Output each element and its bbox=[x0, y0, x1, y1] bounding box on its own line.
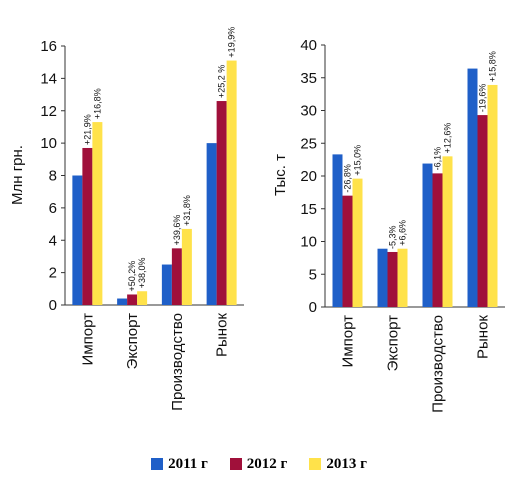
bar-2-3-2 bbox=[487, 84, 498, 307]
legend-label-2012: 2012 г bbox=[246, 455, 288, 472]
legend-item-2013: 2013 г bbox=[309, 456, 367, 473]
y-tick-label: 35 bbox=[300, 70, 317, 87]
bar-1-1-0 bbox=[117, 298, 128, 305]
category-label: Экспорт bbox=[124, 313, 141, 369]
change-label: +16,8% bbox=[92, 88, 102, 119]
bar-2-0-2 bbox=[352, 178, 363, 307]
chart-2: 0 5 10 15 20 25 30 35 40 Тыс. т -26,8%+15,0% Импорт… bbox=[272, 37, 505, 413]
change-label: +21,9% bbox=[82, 114, 92, 145]
category-label: Рынок bbox=[214, 313, 231, 357]
change-label: -5,3% bbox=[388, 225, 398, 249]
category-label: Рынок bbox=[475, 315, 492, 359]
bar-2-2-2 bbox=[442, 156, 453, 307]
legend-item-2012: 2012 г bbox=[229, 455, 288, 473]
change-label: +39,6% bbox=[172, 215, 182, 246]
y-tick-label: 5 bbox=[309, 266, 317, 283]
bar-1-3-0 bbox=[206, 143, 217, 305]
bar-1-3-2 bbox=[226, 60, 237, 305]
bar-1-3-1 bbox=[216, 101, 227, 305]
y-tick-label: 0 bbox=[309, 299, 317, 316]
y-tick-label: 25 bbox=[300, 135, 317, 152]
y-tick-label: 14 bbox=[40, 70, 57, 87]
change-label: +12,6% bbox=[443, 123, 453, 154]
category-label: Производство bbox=[430, 315, 447, 413]
category-label: Производство bbox=[169, 313, 186, 411]
y-tick-label: 30 bbox=[300, 103, 317, 120]
legend-label-2013: 2013 г bbox=[326, 455, 367, 472]
category-label: Импорт bbox=[79, 313, 96, 366]
y-tick-label: 4 bbox=[49, 232, 57, 249]
bar-1-0-2 bbox=[92, 122, 103, 305]
bar-2-0-0 bbox=[332, 154, 343, 307]
change-label: +38,0% bbox=[137, 257, 147, 288]
legend-item-2011: 2011 г bbox=[151, 456, 208, 473]
change-label: -26,8% bbox=[343, 164, 353, 193]
bar-2-0-1 bbox=[342, 195, 353, 307]
y-tick-label: 2 bbox=[49, 265, 57, 282]
change-label: +50,2% bbox=[127, 261, 137, 292]
bar-2-2-1 bbox=[432, 173, 443, 307]
y-tick-label: 8 bbox=[49, 168, 57, 185]
y-tick-label: 15 bbox=[300, 201, 317, 218]
change-label: +25,2 % bbox=[217, 65, 227, 98]
change-label: +15,8% bbox=[488, 51, 498, 82]
legend: 2011 г 2012 г 2013 г bbox=[0, 452, 518, 476]
change-label: -6,1% bbox=[433, 147, 443, 171]
bar-2-3-1 bbox=[477, 115, 488, 308]
legend-swatch-2012 bbox=[229, 458, 242, 470]
bar-2-3-0 bbox=[467, 68, 478, 307]
y-tick-label: 12 bbox=[40, 103, 57, 120]
change-label: +15,0% bbox=[353, 145, 363, 176]
bar-1-0-0 bbox=[72, 175, 83, 305]
change-label: +19,9% bbox=[227, 27, 237, 58]
bar-2-2-0 bbox=[422, 163, 433, 307]
y-tick-label: 0 bbox=[49, 297, 57, 314]
bar-1-1-2 bbox=[137, 291, 148, 305]
category-label: Экспорт bbox=[385, 315, 402, 371]
chart-1: 0 2 4 6 8 10 12 14 16 Млн грн. +21,9%+16,8% Импорт +… bbox=[9, 27, 244, 411]
category-label: Импорт bbox=[340, 315, 357, 368]
change-label: +6,6% bbox=[398, 220, 408, 246]
y-tick-label: 20 bbox=[300, 168, 317, 185]
bar-2-1-0 bbox=[377, 248, 388, 307]
y-axis-label: Тыс. т bbox=[272, 154, 289, 196]
change-label: +31,8% bbox=[182, 195, 192, 226]
change-label: -19,6% bbox=[478, 84, 488, 113]
bar-2-1-1 bbox=[387, 251, 398, 307]
y-tick-label: 40 bbox=[300, 37, 317, 54]
bar-2-1-2 bbox=[397, 248, 408, 307]
legend-swatch-2011 bbox=[151, 458, 164, 470]
y-axis-label: Млн грн. bbox=[9, 145, 26, 205]
legend-label-2011: 2011 г bbox=[168, 455, 208, 472]
bar-1-1-1 bbox=[127, 294, 138, 305]
y-tick-label: 10 bbox=[300, 234, 317, 251]
y-tick-label: 6 bbox=[49, 200, 57, 217]
y-tick-label: 16 bbox=[40, 38, 57, 55]
bar-1-0-1 bbox=[82, 147, 93, 305]
bar-1-2-0 bbox=[161, 264, 172, 305]
bar-1-2-1 bbox=[171, 248, 182, 305]
y-tick-label: 10 bbox=[40, 135, 57, 152]
bar-1-2-2 bbox=[181, 228, 192, 305]
legend-swatch-2013 bbox=[309, 458, 322, 470]
